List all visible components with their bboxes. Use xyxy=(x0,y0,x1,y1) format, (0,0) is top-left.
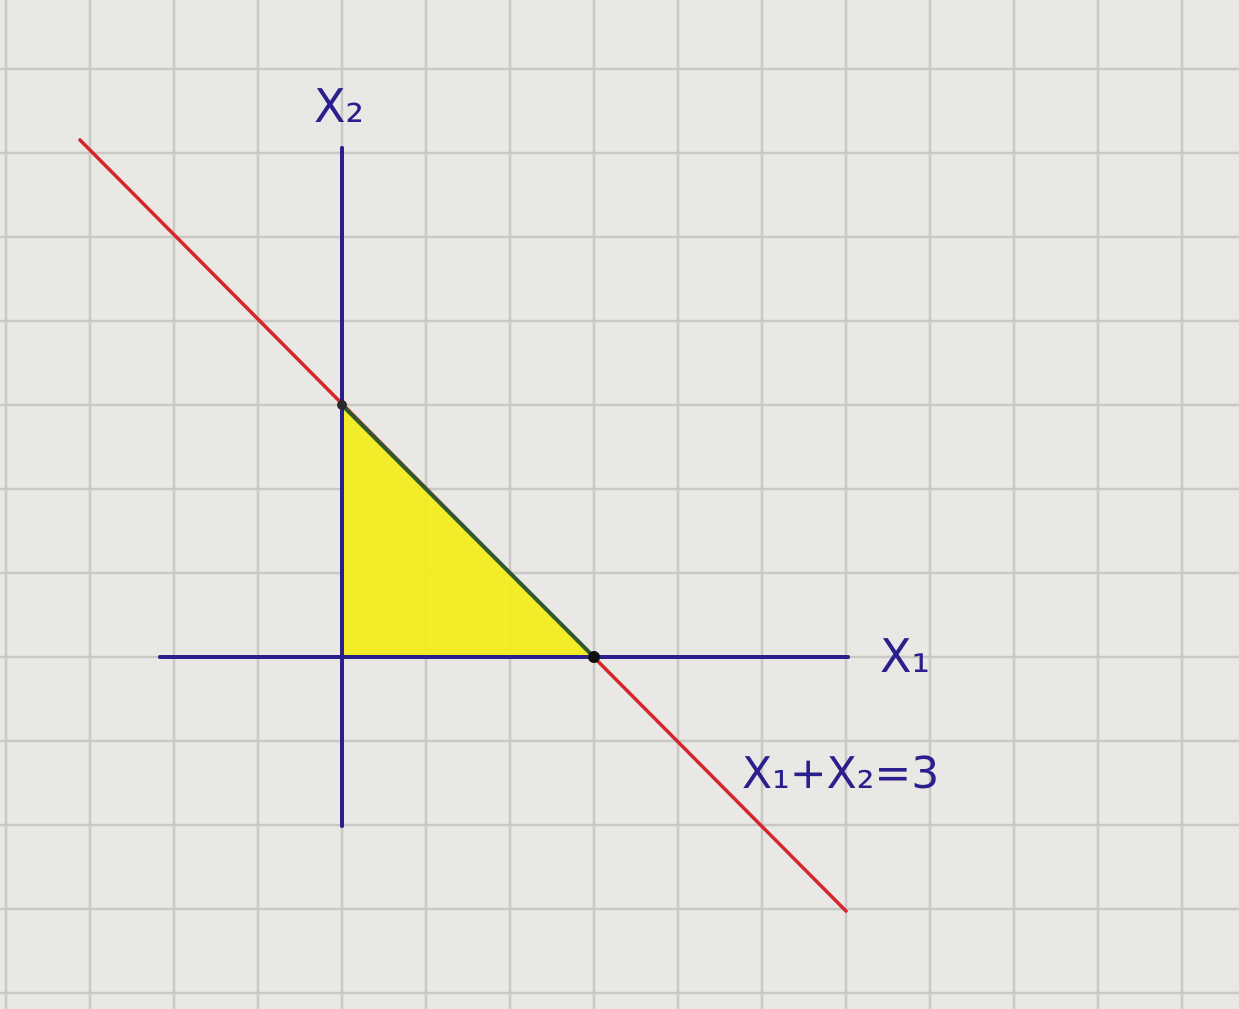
horizontal-axis-label: X₁ xyxy=(880,629,930,683)
vertical-axis-label: X₂ xyxy=(314,79,364,133)
vertex-x2-intercept xyxy=(337,400,347,410)
feasible-region-edge xyxy=(340,403,596,659)
vertex-x1-intercept xyxy=(588,651,600,663)
constraint-line-label: X₁+X₂=3 xyxy=(742,748,939,799)
